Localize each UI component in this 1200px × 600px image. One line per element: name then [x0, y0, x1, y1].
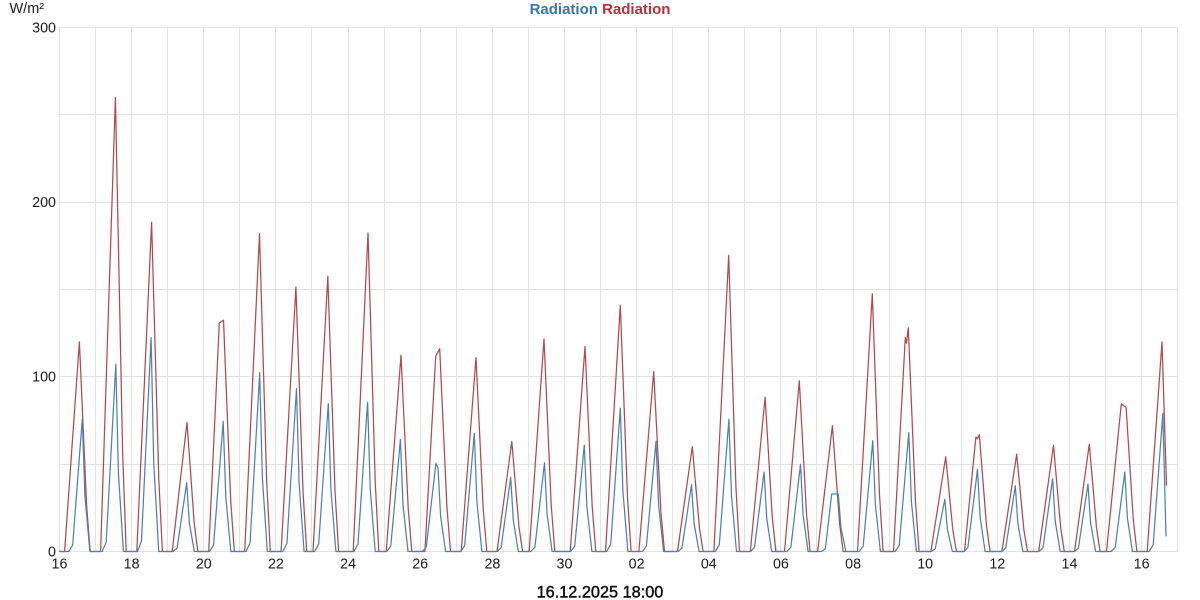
svg-text:200: 200 — [32, 195, 56, 211]
svg-text:Radiation Radiation: Radiation Radiation — [530, 1, 671, 18]
svg-text:16: 16 — [1134, 557, 1150, 573]
svg-text:26: 26 — [412, 557, 428, 573]
svg-text:10: 10 — [917, 557, 933, 573]
svg-text:14: 14 — [1062, 557, 1078, 573]
svg-text:12: 12 — [989, 557, 1005, 573]
svg-text:08: 08 — [845, 557, 861, 573]
svg-text:300: 300 — [32, 20, 56, 36]
svg-text:28: 28 — [484, 557, 500, 573]
svg-text:04: 04 — [701, 557, 717, 573]
svg-text:100: 100 — [32, 370, 56, 386]
svg-text:0: 0 — [48, 544, 56, 560]
svg-text:30: 30 — [557, 557, 573, 573]
svg-text:22: 22 — [268, 557, 284, 573]
svg-text:W/m²: W/m² — [10, 1, 45, 17]
svg-text:20: 20 — [196, 557, 212, 573]
svg-text:18: 18 — [124, 557, 140, 573]
svg-text:16: 16 — [52, 557, 68, 573]
svg-text:16.12.2025 18:00: 16.12.2025 18:00 — [537, 584, 664, 600]
svg-text:24: 24 — [340, 557, 356, 573]
svg-text:02: 02 — [629, 557, 645, 573]
svg-text:06: 06 — [773, 557, 789, 573]
